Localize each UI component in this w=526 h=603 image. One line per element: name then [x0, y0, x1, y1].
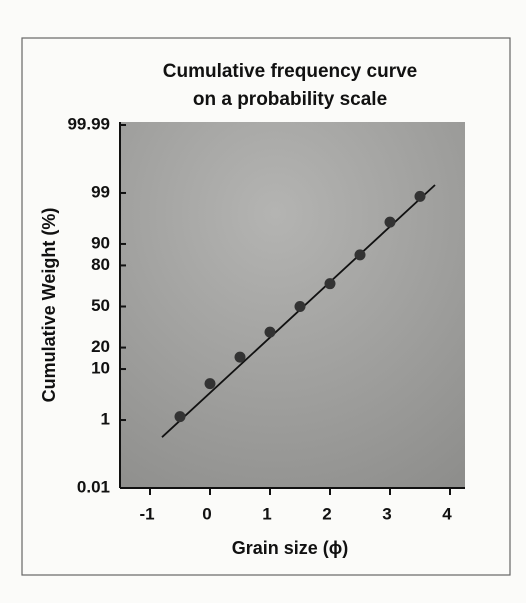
x-tick-label: 3	[382, 504, 391, 523]
x-tick-label: -1	[139, 504, 154, 523]
point	[354, 249, 366, 261]
point	[264, 326, 276, 338]
point	[324, 278, 336, 290]
y-tick-label: 99.99	[67, 114, 110, 133]
plot-area	[120, 122, 465, 488]
frame	[21, 37, 511, 576]
x-tick-label: 4	[442, 504, 452, 523]
point	[174, 411, 186, 423]
y-tick-label: 1	[101, 410, 110, 429]
y-tick-label: 50	[91, 296, 110, 315]
y-tick-label: 10	[91, 359, 110, 378]
y-axis-label: Cumulative Weight (%)	[39, 208, 59, 403]
x-tick-label: 2	[322, 504, 331, 523]
point	[414, 190, 426, 202]
x-tick-label: 1	[262, 504, 271, 523]
point	[384, 216, 396, 228]
y-tick-label: 20	[91, 337, 110, 356]
y-tick-label: 0.01	[77, 477, 110, 496]
y-tick-label: 99	[91, 182, 110, 201]
chart-title: Cumulative frequency curve	[163, 61, 417, 82]
x-tick-label: 0	[202, 504, 211, 523]
point	[204, 378, 216, 390]
x-axis-label: Grain size (ϕ)	[232, 538, 349, 558]
y-tick-label: 80	[91, 255, 110, 274]
y-tick-label: 90	[91, 233, 110, 252]
point	[234, 351, 246, 363]
point	[294, 301, 306, 312]
chart-title: on a probability scale	[193, 89, 387, 110]
